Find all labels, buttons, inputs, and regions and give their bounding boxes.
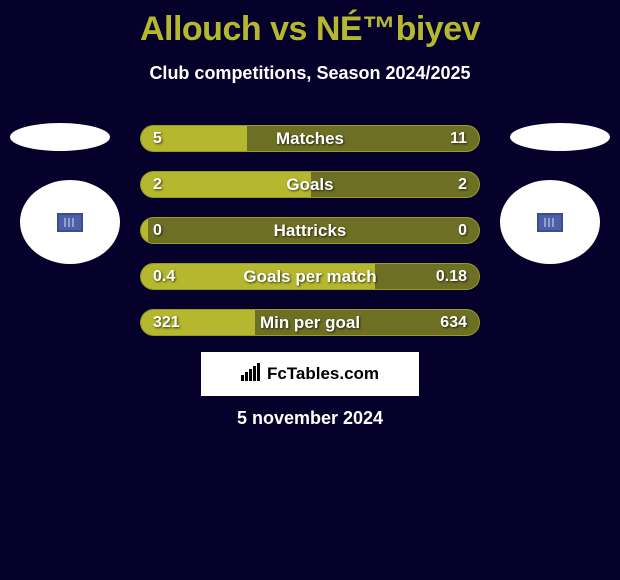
date-label: 5 november 2024	[0, 408, 620, 429]
brand-logo-text: FcTables.com	[267, 364, 379, 384]
stat-value-right: 0	[458, 218, 467, 243]
stat-label: Goals	[141, 172, 479, 197]
club-badge-left	[20, 180, 120, 264]
club-flag-icon	[57, 213, 83, 232]
stat-value-right: 0.18	[436, 264, 467, 289]
player-avatar-right	[510, 123, 610, 151]
stat-bar-row: 5Matches11	[140, 125, 480, 152]
stat-bar-row: 0.4Goals per match0.18	[140, 263, 480, 290]
stat-value-right: 2	[458, 172, 467, 197]
stat-value-right: 11	[450, 126, 467, 151]
brand-logo-box: FcTables.com	[201, 352, 419, 396]
player-avatar-left	[10, 123, 110, 151]
stats-bar-group: 5Matches11 2Goals2 0Hattricks0 0.4Goals per…	[140, 125, 480, 355]
club-flag-icon	[537, 213, 563, 232]
stat-label: Min per goal	[141, 310, 479, 335]
stat-bar-row: 321Min per goal634	[140, 309, 480, 336]
stat-value-right: 634	[440, 310, 467, 335]
stat-bar-row: 0Hattricks0	[140, 217, 480, 244]
page-subtitle: Club competitions, Season 2024/2025	[0, 63, 620, 84]
stat-label: Matches	[141, 126, 479, 151]
club-badge-right	[500, 180, 600, 264]
stat-label: Hattricks	[141, 218, 479, 243]
page-title: Allouch vs NÉ™biyev	[0, 0, 620, 49]
stat-label: Goals per match	[141, 264, 479, 289]
signal-bars-icon	[241, 363, 261, 386]
stat-bar-row: 2Goals2	[140, 171, 480, 198]
